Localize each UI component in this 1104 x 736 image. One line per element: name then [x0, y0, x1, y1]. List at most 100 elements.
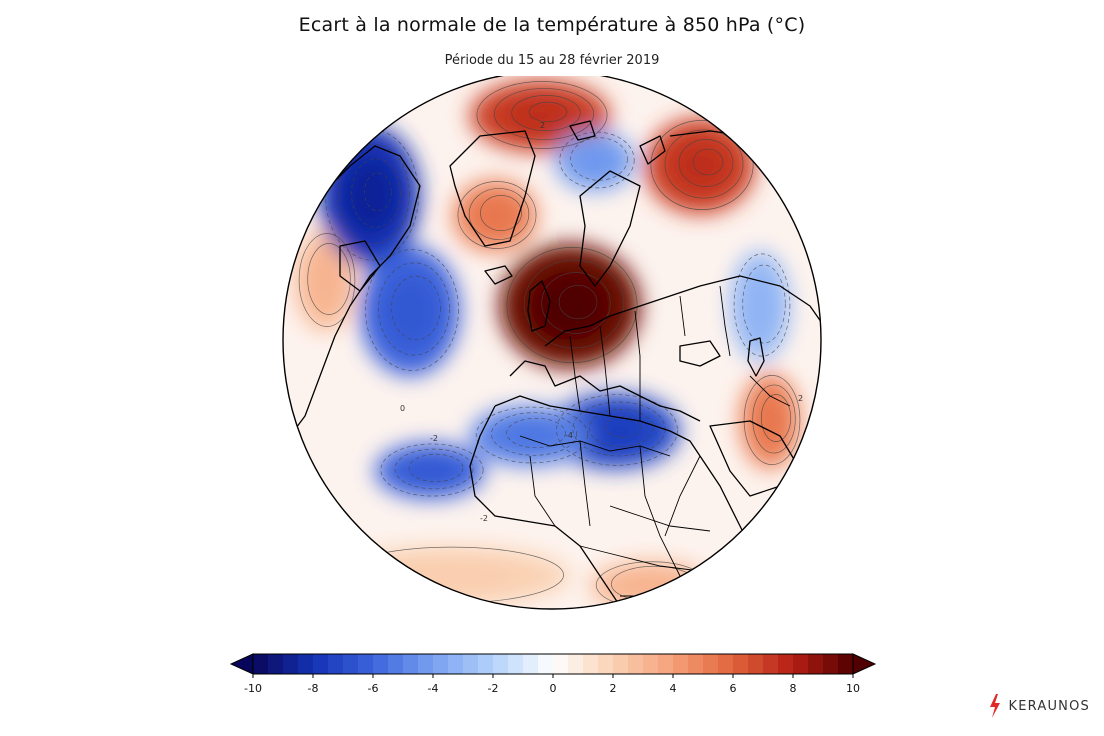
country-border [529, 455, 556, 527]
colorbar-segment [628, 654, 644, 674]
isoline [733, 253, 791, 357]
isoline [692, 148, 724, 176]
isoline [743, 375, 801, 465]
colorbar-tick-label: 8 [789, 682, 797, 695]
isoline [506, 246, 638, 364]
isoline [588, 409, 654, 447]
country-border [679, 295, 686, 337]
country-border [599, 325, 611, 417]
isoline [391, 275, 441, 341]
colorbar-segment [298, 654, 314, 674]
isoline [351, 158, 401, 228]
coastline [579, 170, 641, 287]
colorbar-segment [823, 654, 839, 674]
country-border [634, 310, 641, 421]
country-border [519, 435, 671, 457]
isoline [338, 143, 410, 245]
isoline [457, 181, 537, 249]
coastline [639, 135, 666, 165]
country-border [569, 335, 581, 412]
colorbar-segment [403, 654, 419, 674]
contour-label: 2 [540, 121, 545, 130]
colorbar-segment [673, 654, 689, 674]
isoline [523, 259, 625, 349]
contour-label: -2 [480, 514, 488, 523]
isoline [394, 448, 474, 490]
country-border [664, 455, 701, 537]
isoline [678, 139, 734, 187]
colorbar-segment [448, 654, 464, 674]
isoline [298, 233, 356, 327]
coastline [469, 405, 641, 609]
coastline [747, 337, 765, 377]
anomaly-core [382, 275, 438, 347]
colorbar-tick-label: -4 [427, 682, 439, 695]
colorbar-segment [388, 654, 404, 674]
isoline [511, 95, 581, 131]
map-title: Ecart à la normale de la température à 8… [298, 14, 806, 36]
colorbar-segment [598, 654, 614, 674]
colorbar-tick-label: -8 [307, 682, 319, 695]
colorbar-segment [478, 654, 494, 674]
lightning-icon [989, 694, 1000, 718]
isoline [307, 243, 351, 315]
country-border [749, 375, 791, 407]
coastline [569, 120, 596, 141]
colorbar-segment [418, 654, 434, 674]
colorbar-segment [568, 654, 584, 674]
anomaly-core [471, 196, 519, 236]
colorbar-segment [268, 654, 284, 674]
colorbar-segment [838, 654, 854, 674]
isoline [378, 262, 450, 356]
isoline [408, 453, 464, 483]
colorbar-segment [433, 654, 449, 674]
colorbar-tick-label: -10 [244, 682, 262, 695]
colorbar-segment [313, 654, 329, 674]
anomaly-core [501, 96, 579, 136]
country-border [579, 440, 591, 527]
anomaly-core [743, 275, 777, 337]
country-border [609, 505, 711, 532]
brand-name: KERAUNOS [1008, 698, 1090, 714]
colorbar-segment [508, 654, 524, 674]
contour-label: -4 [565, 431, 573, 440]
anomaly-core [342, 157, 398, 235]
colorbar-max-arrow [852, 653, 877, 675]
isoline [506, 417, 566, 449]
isoline [664, 129, 744, 199]
coastline [283, 145, 421, 457]
colorbar-segment [613, 654, 629, 674]
colorbar-tick-label: 2 [609, 682, 617, 695]
colorbar-segment [703, 654, 719, 674]
colorbar-segment [688, 654, 704, 674]
colorbar-min-arrow [229, 653, 254, 675]
colorbar-tick-label: -6 [367, 682, 379, 695]
colorbar: -10 -8 -6 -4 -2 0 2 4 6 8 10 [220, 652, 890, 702]
colorbar-segment [748, 654, 764, 674]
anomaly-core [579, 410, 651, 452]
colorbar-segment [538, 654, 554, 674]
isoline [752, 384, 796, 454]
country-border [579, 545, 701, 572]
colorbar-segment [523, 654, 539, 674]
colorbar-segment [718, 654, 734, 674]
isoline [475, 406, 589, 464]
colorbar-segment [373, 654, 389, 674]
isoline [541, 272, 611, 334]
isoline [528, 101, 568, 123]
isoline [493, 88, 595, 140]
colorbar-segment [658, 654, 674, 674]
colorbar-segment [763, 654, 779, 674]
isoline [760, 394, 792, 442]
colorbar-tick-label: -2 [487, 682, 499, 695]
coastline [339, 240, 381, 292]
isoline [605, 416, 641, 438]
anomaly-globe: 2 -2 -4 2 0 -2 [282, 76, 822, 610]
coastline [679, 340, 721, 367]
colorbar-tick-label: 10 [846, 682, 860, 695]
anomaly-core [573, 144, 617, 178]
anomaly-core [497, 419, 563, 453]
colorbar-segment [778, 654, 794, 674]
coastline [449, 130, 536, 247]
country-border [639, 445, 681, 577]
